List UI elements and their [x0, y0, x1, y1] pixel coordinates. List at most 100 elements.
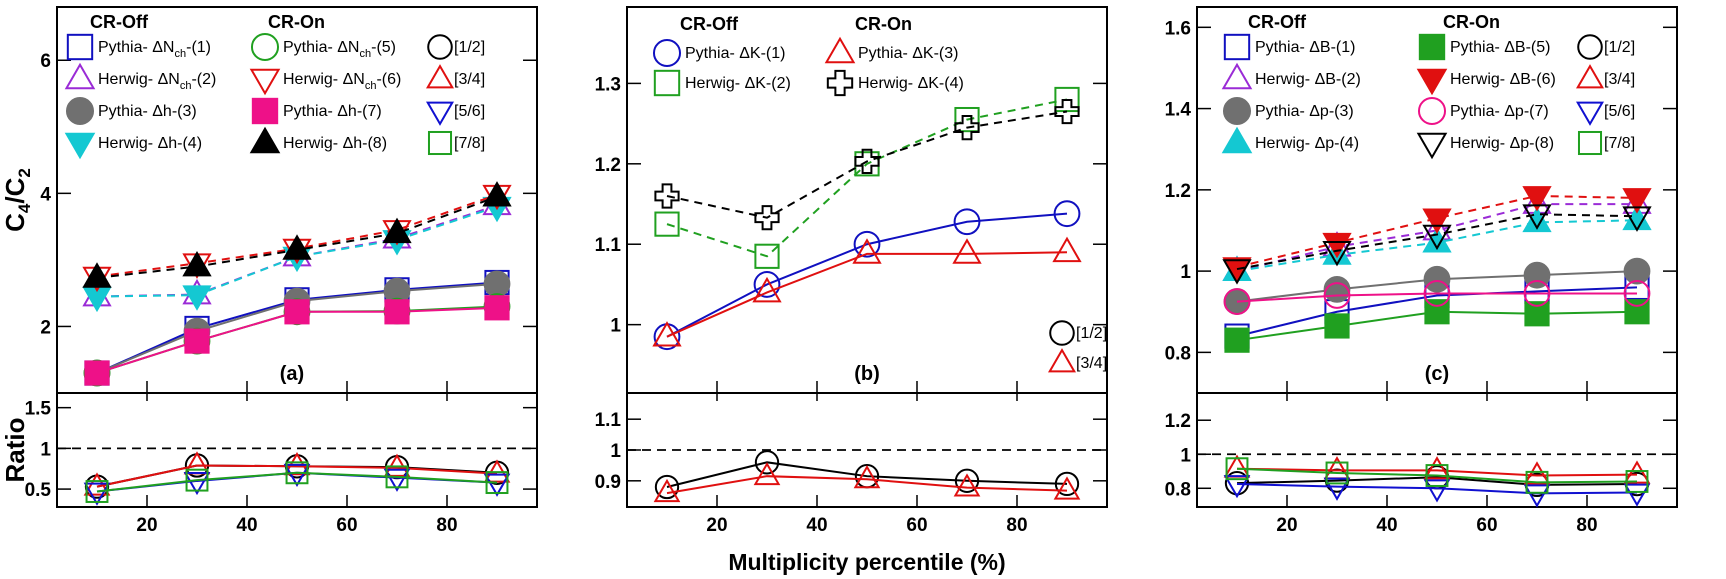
ratio-point [1523, 484, 1551, 508]
ratio-series-4 [85, 461, 509, 503]
ratio-y-tick-label: 1 [1180, 445, 1191, 466]
ratio-point [754, 450, 780, 475]
ratio-y-tick-label: 1.2 [1165, 411, 1191, 432]
data-point [184, 328, 210, 354]
legend-entry: [5/6] [1575, 101, 1635, 126]
legend-label: [7/8] [454, 135, 485, 152]
legend-label: [3/4] [454, 71, 485, 88]
data-point [1224, 327, 1250, 353]
x-tick-label: 80 [1576, 515, 1597, 536]
legend-marker [1222, 96, 1252, 126]
data-point [654, 211, 680, 237]
legend-header: CR-On [268, 12, 325, 32]
ratio-point [653, 478, 681, 503]
ratio-point [1053, 476, 1081, 500]
x-tick-label: 40 [236, 515, 257, 536]
ratio-y-tick-label: 0.8 [1165, 479, 1191, 500]
legend-label: Herwig- Δh-(8) [283, 135, 387, 152]
data-point [754, 205, 780, 231]
legend-marker [64, 132, 96, 160]
ratio-point [183, 471, 211, 496]
ratio-point [1425, 464, 1449, 487]
data-point [1624, 299, 1650, 325]
data-point [1623, 280, 1651, 307]
legend-label: Pythia- ΔK-(3) [858, 45, 958, 62]
legend-label: Herwig- ΔNch-(2) [98, 71, 216, 92]
data-point [1223, 288, 1251, 315]
data-point [1623, 257, 1651, 285]
legend-entry: Herwig- Δp-(8) [1416, 132, 1554, 160]
legend-entry: [1/2] [427, 34, 485, 60]
data-point [82, 262, 112, 288]
ratio-line [666, 475, 1068, 495]
series-line [1236, 213, 1638, 271]
legend-label: Herwig- Δp-(8) [1450, 135, 1554, 152]
panel-a: 20 40 60 80 2 4 6 0.5 1 1.5 CR-Off CR-On Pythia- ΔNc… [25, 6, 538, 536]
ratio-point [285, 461, 309, 485]
legend-label: Pythia- ΔK-(1) [685, 45, 785, 62]
legend-label: [3/4] [1604, 71, 1635, 88]
legend-marker [66, 33, 94, 61]
ratio-y-tick-label: 0.5 [25, 480, 52, 501]
series-line [666, 212, 1068, 338]
data-point [1222, 259, 1252, 285]
legend-entry: [7/8] [427, 130, 485, 156]
data-point [652, 321, 682, 347]
series-line [96, 205, 498, 298]
legend-label: Herwig- Δh-(4) [98, 135, 202, 152]
legend-entry: [3/4] [425, 64, 485, 89]
legend-label: [1/2] [454, 39, 485, 56]
legend-entry: Herwig- Δp-(4) [1221, 126, 1359, 154]
x-tick-label: 20 [706, 515, 727, 536]
legend-marker [1049, 320, 1075, 346]
legend-entry: Pythia- ΔB-(1) [1223, 33, 1355, 61]
legend-label: Pythia- ΔB-(1) [1255, 39, 1355, 56]
data-point [484, 295, 510, 321]
legend-marker [1577, 34, 1603, 60]
ratio-series-3 [1223, 475, 1651, 508]
data-point [1322, 232, 1352, 259]
series-line [1236, 286, 1638, 338]
ratio-point [1523, 461, 1551, 485]
y-tick-label: 1 [610, 316, 621, 337]
data-point [1222, 257, 1252, 283]
ratio-point [853, 465, 881, 489]
ratio-point [185, 468, 209, 492]
legend-marker [653, 69, 681, 97]
legend-marker [64, 62, 96, 90]
legend-marker [251, 97, 279, 125]
data-point [853, 230, 881, 258]
legend-marker [1223, 33, 1251, 61]
legend-label: Pythia- Δp-(7) [1450, 103, 1549, 120]
data-point [1524, 301, 1550, 327]
ratio-frame [56, 392, 538, 508]
panel-label: (c) [1425, 363, 1449, 385]
ratio-point [1223, 454, 1251, 478]
legend-entry: Herwig- Δh-(4) [64, 132, 202, 160]
y-tick-label: 1.2 [595, 155, 621, 176]
ratio-point [1625, 470, 1649, 493]
legend-entry: Herwig- Δh-(8) [249, 126, 387, 154]
panel-label: (a) [280, 363, 304, 385]
top-frame [626, 6, 1108, 394]
ratio-point [1054, 471, 1080, 497]
data-point [1324, 313, 1350, 339]
series-6 [1222, 186, 1652, 283]
series-2 [654, 86, 1080, 269]
ratio-point [1325, 461, 1349, 485]
series-line [1236, 203, 1637, 273]
ratio-y-tick-label: 1 [610, 441, 621, 462]
ratio-series-2 [1223, 454, 1651, 485]
legend-entry: Pythia- ΔB-(5) [1418, 33, 1550, 61]
legend-marker [1575, 64, 1605, 89]
data-point [1053, 200, 1081, 228]
data-point [753, 271, 781, 298]
ratio-line [96, 471, 498, 493]
data-point [854, 148, 880, 174]
x-axis-label: Multiplicity percentile (%) [728, 549, 1005, 575]
ratio-point [483, 473, 511, 497]
x-tick-label: 20 [136, 515, 157, 536]
data-point [1322, 240, 1352, 267]
legend-entry: Herwig- ΔB-(6) [1416, 68, 1556, 96]
